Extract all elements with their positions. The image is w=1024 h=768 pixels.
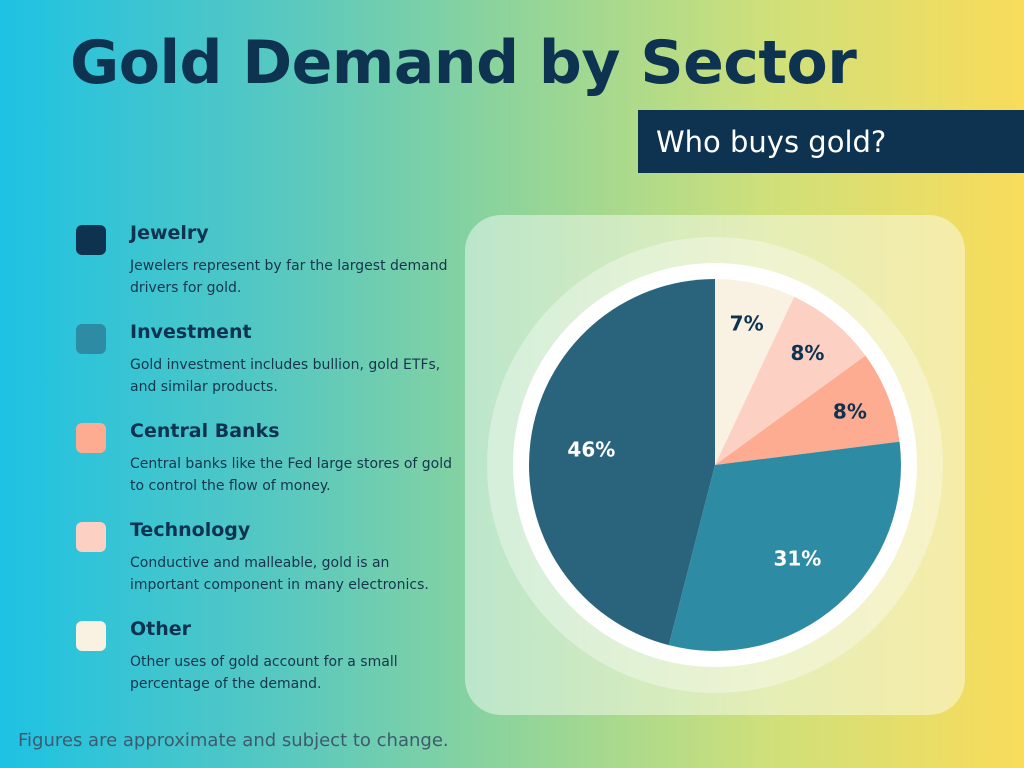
pie-chart: 7% 8% 8% 31% 46%	[487, 237, 943, 693]
legend-swatch-other	[76, 621, 106, 651]
pie-label-investment: 31%	[773, 546, 821, 570]
pie-slices	[529, 279, 901, 651]
legend-item-jewelry: Jewelry Jewelers represent by far the la…	[76, 222, 456, 321]
legend-description: Gold investment includes bullion, gold E…	[130, 357, 441, 395]
legend: Jewelry Jewelers represent by far the la…	[76, 222, 456, 717]
pie-slice-labels: 7% 8% 8% 31% 46%	[567, 311, 866, 570]
subtitle-banner: Who buys gold?	[638, 110, 1024, 173]
legend-item-technology: Technology Conductive and malleable, gol…	[76, 519, 456, 618]
page-title: Gold Demand by Sector	[70, 28, 857, 98]
legend-name: Other	[130, 618, 192, 640]
pie-slice-investment	[668, 441, 901, 651]
legend-description: Conductive and malleable, gold is an imp…	[130, 555, 429, 593]
legend-swatch-investment	[76, 324, 106, 354]
footnote: Figures are approximate and subject to c…	[18, 730, 449, 751]
legend-item-other: Other Other uses of gold account for a s…	[76, 618, 456, 717]
legend-name: Technology	[130, 519, 251, 541]
pie-label-jewelry: 46%	[567, 437, 615, 461]
legend-swatch-technology	[76, 522, 106, 552]
pie-label-other: 7%	[730, 311, 764, 335]
legend-description: Jewelers represent by far the largest de…	[130, 258, 448, 296]
legend-name: Investment	[130, 321, 252, 343]
subtitle: Who buys gold?	[656, 124, 887, 159]
pie-slice-other	[715, 279, 795, 465]
legend-item-central-banks: Central Banks Central banks like the Fed…	[76, 420, 456, 519]
pie-slice-technology	[715, 296, 866, 465]
legend-description: Central banks like the Fed large stores …	[130, 456, 452, 494]
chart-panel: 7% 8% 8% 31% 46%	[465, 215, 965, 715]
legend-name: Central Banks	[130, 420, 280, 442]
legend-item-investment: Investment Gold investment includes bull…	[76, 321, 456, 420]
legend-swatch-central-banks	[76, 423, 106, 453]
pie-slice-jewelry	[529, 279, 715, 646]
pie-label-technology: 8%	[790, 341, 824, 365]
pie-slice-central-banks	[715, 355, 900, 465]
pie-label-central-banks: 8%	[833, 400, 867, 424]
legend-swatch-jewelry	[76, 225, 106, 255]
legend-name: Jewelry	[130, 222, 209, 244]
legend-description: Other uses of gold account for a small p…	[130, 654, 398, 692]
